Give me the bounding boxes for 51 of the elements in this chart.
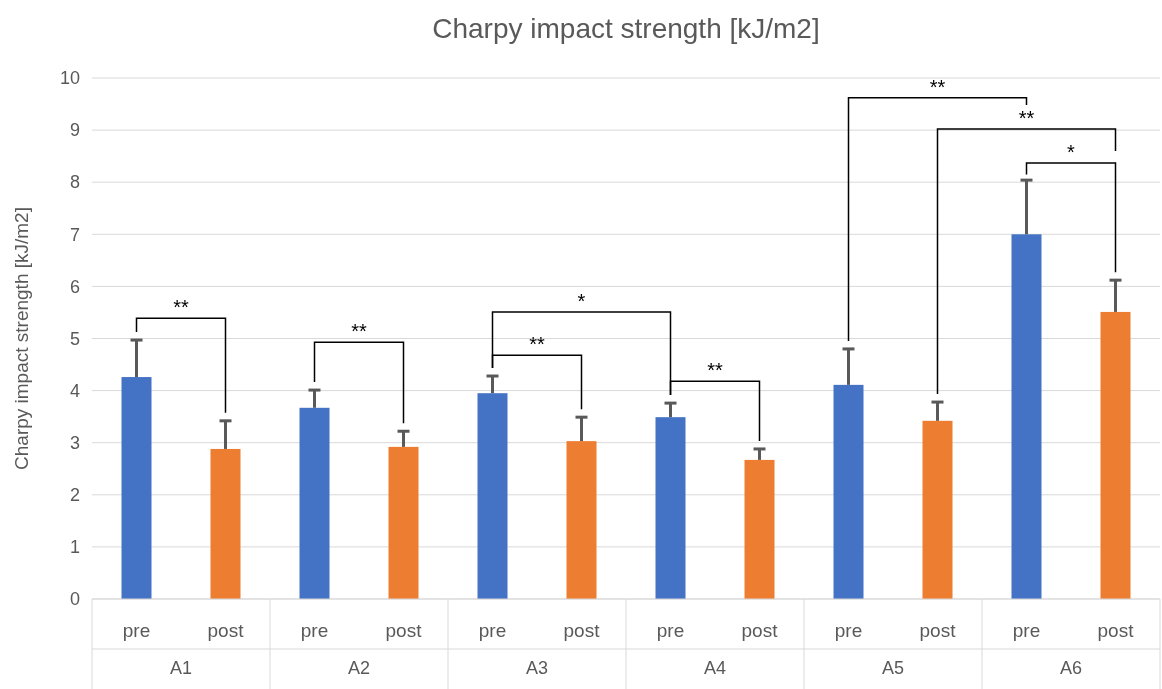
text: pre [478, 620, 507, 641]
bar [744, 459, 775, 599]
y-tick-label: 8 [69, 172, 80, 193]
annotation: ** [929, 75, 946, 98]
x-tick-label: A2 [347, 658, 371, 678]
series-label: post [385, 620, 423, 641]
bar [388, 446, 419, 599]
text: pre [1012, 620, 1041, 641]
x-tick-label: A4 [703, 658, 727, 678]
bar [566, 441, 597, 599]
text: pre [834, 620, 863, 641]
y-tick-label: 3 [69, 432, 80, 453]
y-tick-label: 4 [69, 380, 80, 401]
annotation: ** [173, 296, 189, 319]
x-tick-label: A1 [169, 658, 193, 678]
bar [299, 407, 330, 599]
text: pre [656, 620, 685, 641]
annotation: ** [707, 359, 723, 382]
y-tick-label: 10 [59, 68, 80, 89]
annotation: ** [1018, 107, 1035, 130]
bar [1011, 234, 1042, 599]
y-tick-label: 6 [69, 276, 80, 297]
bar [1100, 311, 1131, 599]
bar [833, 384, 864, 599]
y-tick-label: 1 [69, 537, 80, 558]
y-axis-title: Charpy impact strength [kJ/m2] [11, 207, 32, 470]
annotation: ** [351, 320, 367, 343]
y-tick-label: 2 [69, 485, 80, 506]
text: post [207, 620, 244, 641]
chart-title: Charpy impact strength [kJ/m2] [432, 13, 820, 44]
annotation: * [1067, 140, 1076, 163]
series-label: pre [122, 620, 151, 641]
x-tick-label: A5 [881, 658, 905, 678]
bar [655, 417, 686, 599]
x-tick-label: A6 [1059, 658, 1083, 678]
bar [121, 377, 152, 599]
text: post [919, 620, 956, 641]
annotation: * [577, 289, 586, 312]
bar [210, 448, 241, 599]
y-tick-label: 9 [69, 120, 80, 141]
text: post [1097, 620, 1134, 641]
text: pre [300, 620, 329, 641]
text: post [563, 620, 600, 641]
text: post [741, 620, 778, 641]
bar [922, 420, 953, 599]
y-tick-label: 7 [69, 224, 80, 245]
y-tick-label: 5 [69, 328, 80, 349]
x-tick-label: A3 [525, 658, 549, 678]
annotation: ** [529, 333, 545, 356]
bar [477, 393, 508, 599]
y-tick-label: 0 [69, 589, 80, 610]
